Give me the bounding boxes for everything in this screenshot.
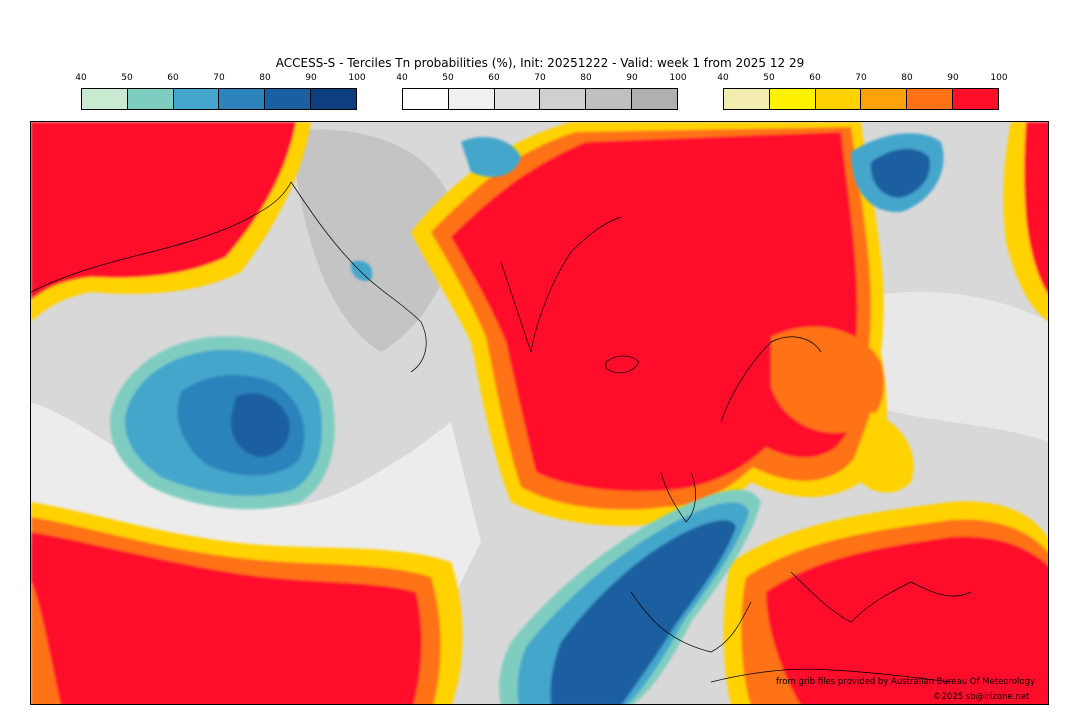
colorbar-swatch	[815, 89, 862, 109]
colorbar-swatch	[219, 89, 266, 109]
coastline-norway	[720, 336, 822, 423]
coastline-britain	[660, 471, 696, 523]
probability-map: from grib files provided by Australian B…	[30, 121, 1049, 705]
colorbar-swatch	[953, 89, 998, 109]
colorbar-ticks: 40 50 60 70 80 90 100	[396, 72, 686, 84]
colorbar-swatch	[311, 89, 356, 109]
zone-blue-hudson	[350, 260, 373, 281]
colorbar-tick-label: 60	[488, 73, 500, 83]
colorbar-swatch	[861, 89, 908, 109]
zone-orange-scandinavia	[771, 326, 885, 433]
colorbar-swatches	[81, 88, 357, 110]
above-normal-zones	[31, 122, 1048, 704]
colorbar-swatch	[173, 89, 220, 109]
zone-red-pacific	[31, 532, 422, 704]
zone-red-siberia	[1024, 122, 1048, 294]
zone-yellow-east-europe	[851, 412, 914, 493]
coastline-north-africa	[710, 668, 952, 683]
copyright-credit: ©2025 sb@irizone.net	[933, 692, 1030, 702]
coastline-alaska	[31, 181, 292, 293]
colorbar-swatch	[769, 89, 816, 109]
coastline-iberia	[630, 591, 752, 653]
colorbar-tick-label: 100	[669, 73, 687, 83]
colorbar-swatch	[632, 89, 677, 109]
zone-blue4-pacific	[230, 393, 290, 457]
colorbar-swatch	[82, 89, 128, 109]
colorbar-tick-label: 90	[947, 73, 959, 83]
colorbar-swatch	[127, 89, 174, 109]
colorbar-tick-label: 100	[990, 73, 1008, 83]
coastline-greenland	[500, 216, 622, 353]
colorbar-tick-label: 80	[901, 73, 913, 83]
zone-red-alaska	[31, 122, 296, 300]
colorbar-swatch	[494, 89, 541, 109]
zone-blue3-siberia	[870, 148, 930, 198]
colorbar-swatch	[907, 89, 954, 109]
source-credit: from grib files provided by Australian B…	[776, 677, 1036, 687]
colorbar-tick-label: 60	[809, 73, 821, 83]
coastline-iceland	[605, 355, 640, 374]
colorbar-swatch	[403, 89, 449, 109]
zone-blue3-europe	[550, 520, 736, 704]
colorbar-tick-label: 50	[763, 73, 775, 83]
colorbar-swatch	[586, 89, 633, 109]
colorbar-tick-label: 50	[121, 73, 133, 83]
below-normal-zones	[110, 133, 944, 704]
colorbar-tick-label: 90	[305, 73, 317, 83]
colorbar-ticks: 40 50 60 70 80 90 100	[717, 72, 1007, 84]
colorbar-tick-label: 60	[167, 73, 179, 83]
zone-red-med	[766, 536, 1048, 704]
colorbar-swatch	[265, 89, 312, 109]
map-canvas	[31, 122, 1048, 704]
colorbar-tick-label: 90	[626, 73, 638, 83]
colorbar-swatches	[723, 88, 999, 110]
colorbar-tick-label: 80	[259, 73, 271, 83]
colorbar-tick-label: 80	[580, 73, 592, 83]
colorbar-tick-label: 40	[717, 73, 729, 83]
colorbar-tick-label: 70	[213, 73, 225, 83]
coastlines	[31, 181, 972, 683]
colorbar-swatch	[448, 89, 495, 109]
near-normal-light-zone-2	[851, 291, 1048, 442]
colorbar-below-normal: 40 50 60 70 80 90 100	[75, 72, 366, 112]
colorbar-above-normal: 40 50 60 70 80 90 100	[717, 72, 1008, 112]
zone-blue-arctic-islands	[461, 137, 521, 177]
colorbar-ticks: 40 50 60 70 80 90 100	[75, 72, 365, 84]
coastline-canada-arctic	[290, 181, 427, 373]
colorbar-tick-label: 40	[396, 73, 408, 83]
colorbar-tick-label: 70	[855, 73, 867, 83]
colorbar-tick-label: 100	[348, 73, 366, 83]
colorbar-swatch	[540, 89, 587, 109]
colorbar-swatches	[402, 88, 678, 110]
coastline-italy-balkans	[790, 571, 972, 623]
zone-red-arctic	[451, 132, 858, 492]
colorbar-tick-label: 50	[442, 73, 454, 83]
colorbar-swatch	[724, 89, 770, 109]
chart-title: ACCESS-S - Terciles Tn probabilities (%)…	[275, 56, 805, 70]
colorbar-near-normal: 40 50 60 70 80 90 100	[396, 72, 687, 112]
near-normal-dark-zone	[291, 129, 453, 352]
colorbar-tick-label: 40	[75, 73, 87, 83]
colorbar-tick-label: 70	[534, 73, 546, 83]
